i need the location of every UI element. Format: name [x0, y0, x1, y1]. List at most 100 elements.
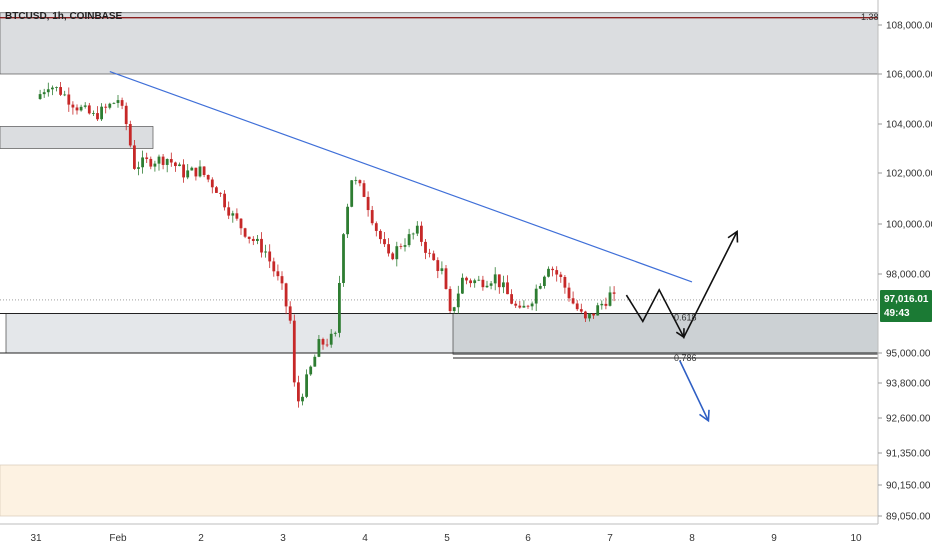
candle-body	[210, 179, 214, 188]
candle-body	[555, 270, 559, 275]
price-tick-label: 108,000.00	[886, 21, 932, 32]
candle-body	[272, 261, 276, 272]
fib-label-0-786: 0.786	[674, 353, 697, 363]
last-price-tag: 97,016.01 49:43	[880, 290, 932, 322]
candle-body	[411, 233, 415, 235]
candle-body	[128, 124, 132, 146]
fib-labels: 0.618 0.786	[674, 312, 697, 363]
candle-body	[530, 303, 534, 307]
candle-body	[362, 183, 366, 197]
candle-body	[260, 238, 263, 253]
candle-body	[268, 251, 272, 262]
time-axis[interactable]: 31 Feb 2 3 4 5 6 7 8 9 10	[30, 533, 862, 544]
candle-body	[346, 206, 349, 235]
candle-body	[370, 210, 374, 224]
candle-body	[514, 303, 518, 306]
candle-body	[559, 274, 563, 278]
candle-body	[256, 238, 259, 242]
candle-body	[424, 241, 427, 253]
price-tick-label: 92,600.00	[886, 414, 931, 425]
price-tick-label: 93,800.00	[886, 379, 931, 390]
candle-body	[547, 268, 550, 277]
candle-body	[223, 193, 226, 208]
candle-body	[284, 283, 288, 307]
candle-body	[71, 104, 75, 108]
candle-body	[169, 159, 173, 163]
candle-body	[342, 234, 345, 283]
candle-body	[116, 100, 120, 103]
candle-body	[227, 207, 231, 216]
candle-body	[182, 164, 185, 178]
candle-body	[243, 228, 247, 237]
candle-body	[165, 159, 169, 165]
candle-body	[67, 94, 71, 105]
candle-body	[551, 268, 554, 271]
candle-body	[161, 156, 165, 165]
time-tick-label: 10	[850, 533, 862, 544]
symbol-label[interactable]: BTCUSD, 1h, COINBASE	[5, 11, 123, 22]
candle-body	[75, 107, 79, 111]
candle-body	[366, 196, 370, 211]
candle-body	[502, 282, 505, 288]
zones	[0, 12, 879, 517]
candle-body	[178, 164, 181, 167]
candle-body	[379, 230, 382, 240]
candle-body	[292, 320, 296, 383]
candle-body	[510, 294, 513, 304]
last-price-value: 97,016.01	[884, 294, 929, 305]
candle-body	[383, 239, 386, 245]
candle-body	[374, 223, 378, 231]
candle-body	[543, 276, 546, 286]
candle-body	[407, 234, 411, 246]
candle-body	[174, 162, 177, 167]
projection-up-arrow-head	[727, 230, 739, 243]
time-tick-label: 5	[444, 533, 450, 544]
candle-body	[190, 167, 194, 171]
candle-body	[497, 274, 501, 288]
candle-body	[297, 382, 300, 402]
candle-body	[391, 253, 395, 260]
candle-body	[506, 282, 509, 295]
candle-body	[104, 106, 108, 108]
time-tick-label: 3	[280, 533, 286, 544]
candle-body	[518, 305, 522, 308]
candle-body	[87, 105, 91, 114]
projection-down-arrow-head	[699, 409, 710, 423]
candles	[38, 81, 616, 408]
candle-body	[473, 280, 477, 284]
candle-body	[448, 288, 452, 312]
price-tick-label: 102,000.00	[886, 169, 932, 180]
candle-body	[247, 236, 251, 239]
time-tick-label: Feb	[109, 533, 127, 544]
candle-body	[96, 113, 99, 120]
candle-body	[288, 306, 292, 321]
candle-body	[415, 225, 419, 234]
price-tick-label: 104,000.00	[886, 120, 932, 131]
fib-label-0-618: 0.618	[674, 312, 697, 322]
candle-body	[325, 344, 329, 346]
candle-body	[313, 356, 317, 367]
candle-body	[604, 303, 608, 306]
candle-body	[588, 313, 591, 319]
candle-body	[358, 180, 362, 184]
candle-body	[428, 252, 431, 254]
candle-body	[399, 246, 403, 248]
candle-body	[280, 276, 284, 284]
candle-body	[251, 238, 255, 242]
zone-fib	[452, 313, 879, 355]
candle-body	[432, 253, 436, 261]
candle-body	[46, 89, 50, 93]
candle-body	[403, 245, 407, 247]
candle-body	[489, 283, 493, 286]
candle-body	[276, 271, 280, 277]
price-axis[interactable]: 108,000.00 106,000.00 104,000.00 102,000.00…	[878, 21, 932, 523]
candle-body	[55, 87, 58, 88]
candle-body	[477, 279, 481, 281]
candle-body	[137, 167, 140, 169]
zone-upper	[0, 12, 879, 75]
candle-body	[485, 285, 489, 288]
candle-body	[51, 87, 54, 90]
candle-body	[153, 163, 157, 167]
candle-body	[239, 218, 243, 229]
